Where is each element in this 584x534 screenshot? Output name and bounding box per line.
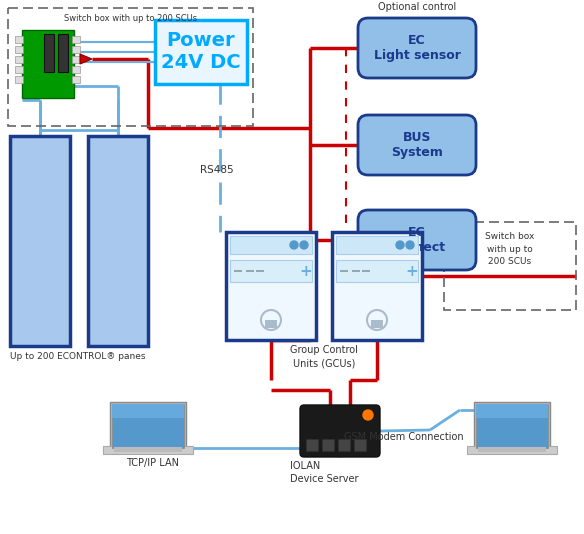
Circle shape [406, 241, 414, 249]
FancyBboxPatch shape [358, 115, 476, 175]
Bar [322, 439, 334, 451]
FancyBboxPatch shape [300, 405, 380, 457]
Text: +: + [406, 263, 418, 279]
Circle shape [363, 410, 373, 420]
Circle shape [300, 241, 308, 249]
Bar [72, 66, 80, 73]
Bar [15, 76, 23, 83]
Text: IOLAN
Device Server: IOLAN Device Server [290, 461, 359, 484]
Bar [114, 447, 182, 452]
Text: Group Control
Units (GCUs): Group Control Units (GCUs) [290, 345, 358, 368]
Bar [265, 320, 277, 328]
Bar [15, 56, 23, 63]
Bar [336, 260, 418, 282]
Bar [444, 222, 576, 310]
Bar [22, 30, 74, 98]
Circle shape [396, 241, 404, 249]
Bar [112, 404, 184, 448]
Bar [110, 402, 186, 450]
Bar [15, 46, 23, 53]
Bar [112, 404, 184, 418]
Text: Power
24V DC: Power 24V DC [161, 32, 241, 73]
Bar [478, 447, 546, 452]
Bar [72, 56, 80, 63]
Bar [476, 404, 548, 448]
Bar [336, 236, 418, 254]
Bar [72, 36, 80, 43]
Bar [72, 46, 80, 53]
Text: Optional control: Optional control [378, 2, 456, 12]
Bar [306, 439, 318, 451]
Circle shape [290, 241, 298, 249]
Text: RS485: RS485 [200, 165, 234, 175]
Bar [230, 260, 312, 282]
FancyBboxPatch shape [358, 210, 476, 270]
Bar [88, 136, 148, 346]
Bar [10, 136, 70, 346]
Bar [58, 34, 68, 72]
Bar [15, 36, 23, 43]
Bar [72, 76, 80, 83]
FancyBboxPatch shape [358, 18, 476, 78]
Bar [230, 236, 312, 254]
Text: Switch box with up to 200 SCUs: Switch box with up to 200 SCUs [64, 14, 197, 23]
Bar [15, 66, 23, 73]
Bar [338, 439, 350, 451]
Bar [354, 439, 366, 451]
Text: +: + [300, 263, 312, 279]
Text: EC
Connect: EC Connect [388, 226, 446, 254]
Bar [44, 34, 54, 72]
Bar [332, 232, 422, 340]
Bar [155, 20, 247, 84]
Bar [8, 8, 253, 126]
Bar [467, 446, 557, 454]
Text: Switch box
with up to
200 SCUs: Switch box with up to 200 SCUs [485, 232, 535, 266]
Text: Up to 200 ECONTROL® panes: Up to 200 ECONTROL® panes [10, 352, 145, 361]
Bar [474, 402, 550, 450]
Text: EC
Light sensor: EC Light sensor [374, 34, 460, 62]
Bar [476, 404, 548, 418]
Polygon shape [80, 54, 92, 64]
Bar [103, 446, 193, 454]
Text: BUS
System: BUS System [391, 131, 443, 159]
Bar [371, 320, 383, 328]
Text: GSM Modem Connection: GSM Modem Connection [344, 432, 464, 442]
Text: TCP/IP LAN: TCP/IP LAN [127, 458, 179, 468]
Bar [226, 232, 316, 340]
